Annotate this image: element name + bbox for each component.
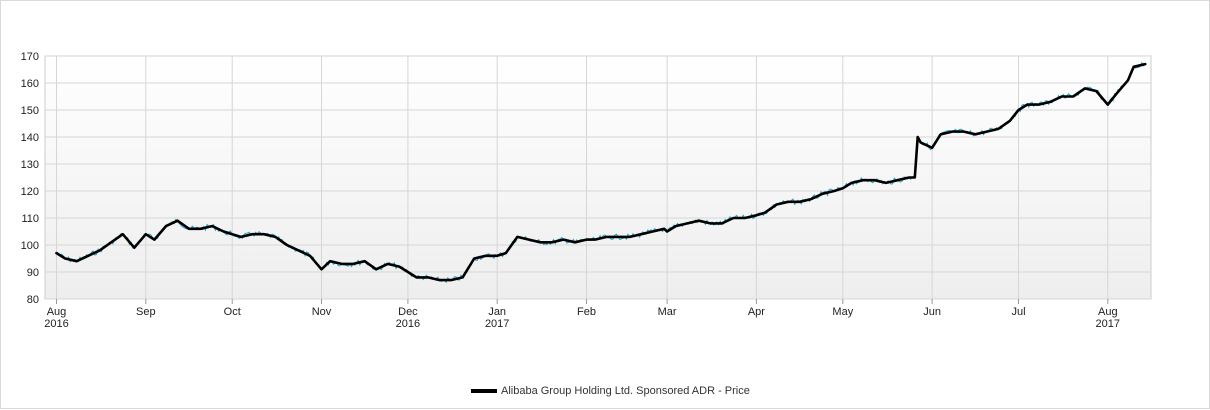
legend-swatch (471, 389, 497, 393)
x-tick-sublabel: 2016 (44, 318, 68, 330)
x-tick-label: Jun (923, 306, 941, 318)
x-tick-label: Aug (1098, 306, 1118, 318)
x-tick-label: Aug (47, 306, 67, 318)
y-tick-label: 100 (21, 240, 39, 252)
x-tick-label: Jan (488, 306, 506, 318)
series-layer (55, 61, 1147, 284)
x-gridlines (56, 56, 1109, 299)
x-tick-sublabel: 2017 (485, 318, 509, 330)
x-tick-label: Jul (1011, 306, 1025, 318)
y-tick-label: 150 (21, 105, 39, 117)
x-tick-label: Feb (577, 306, 596, 318)
price-series-line (55, 62, 1147, 282)
x-tick-label: Dec (398, 306, 418, 318)
y-tick-label: 130 (21, 159, 39, 171)
y-tick-label: 160 (21, 78, 39, 90)
x-tick-label: May (832, 306, 853, 318)
y-axis: 80 90 100 110 120 130 140 150 160 170 (21, 51, 39, 306)
x-tick-label: Nov (312, 306, 332, 318)
x-tick-sublabel: 2016 (396, 318, 420, 330)
x-tick-label: Oct (224, 306, 241, 318)
x-tick-sublabel: 2017 (1096, 318, 1120, 330)
y-tick-label: 90 (27, 267, 39, 279)
legend-label-price: Alibaba Group Holding Ltd. Sponsored ADR… (501, 385, 750, 397)
x-tick-label: Mar (658, 306, 677, 318)
y-gridlines (45, 55, 1151, 300)
y-tick-label: 110 (21, 213, 39, 225)
x-tick-label: Sep (136, 306, 156, 318)
y-tick-label: 80 (27, 294, 39, 306)
y-tick-label: 140 (21, 132, 39, 144)
legend: Alibaba Group Holding Ltd. Sponsored ADR… (471, 384, 750, 398)
x-tick-label: Apr (748, 306, 765, 318)
y-tick-label: 170 (21, 51, 39, 63)
y-tick-label: 120 (21, 186, 39, 198)
plot-area (44, 55, 1152, 300)
